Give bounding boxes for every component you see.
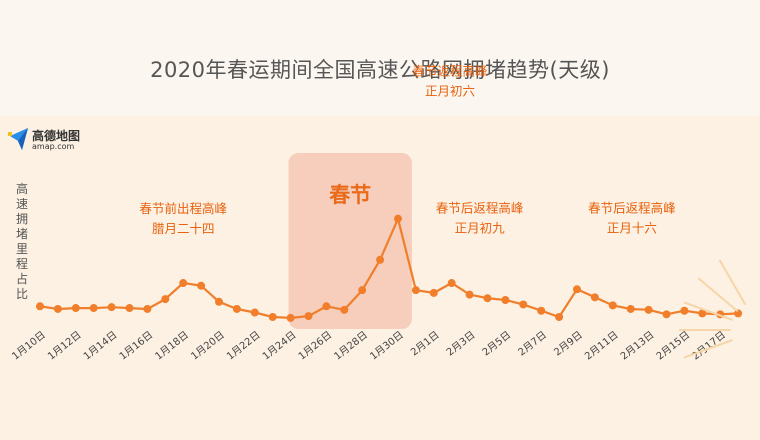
data-point <box>662 310 671 319</box>
data-point <box>340 305 349 314</box>
annotation-line2: 正月初六 <box>425 84 475 99</box>
x-tick-label: 1月30日 <box>368 329 406 363</box>
x-tick-label: 1月10日 <box>10 329 48 363</box>
annotation-line2: 正月初九 <box>455 221 506 236</box>
x-tick-label: 2月13日 <box>618 329 656 363</box>
data-point <box>394 214 402 223</box>
amap-logo-icon <box>8 128 28 150</box>
annotation-line1: 春节返程高峰 <box>412 64 488 79</box>
data-point <box>304 312 313 321</box>
x-tick-label: 2月11日 <box>582 329 620 363</box>
data-point <box>358 286 367 295</box>
data-point <box>429 288 438 297</box>
x-tick-label: 1月26日 <box>296 329 334 363</box>
data-point <box>644 305 653 314</box>
data-point <box>376 255 385 264</box>
data-point <box>179 279 188 288</box>
x-tick-label: 2月17日 <box>690 329 728 363</box>
data-point <box>447 279 456 288</box>
data-point <box>268 313 277 321</box>
data-point <box>53 304 62 313</box>
data-point <box>89 304 98 313</box>
data-point <box>608 301 617 310</box>
data-point <box>626 304 635 313</box>
data-point <box>215 297 223 306</box>
data-point <box>286 313 295 322</box>
spring-festival-shade <box>288 153 412 329</box>
x-tick-label: 1月18日 <box>153 329 191 363</box>
data-point <box>197 281 206 290</box>
x-tick-label: 1月12日 <box>45 329 83 363</box>
data-point <box>71 304 80 313</box>
firework-decoration <box>719 259 746 306</box>
data-point <box>143 304 152 313</box>
annotation-line2: 正月十六 <box>607 220 657 235</box>
data-point <box>501 296 510 305</box>
data-point <box>680 306 689 315</box>
spring-festival-label: 春节 <box>329 183 371 207</box>
x-tick-label: 1月24日 <box>260 329 298 363</box>
firework-decoration <box>697 277 739 312</box>
data-point <box>698 309 707 318</box>
logo-site: amap.com <box>32 142 75 151</box>
annotation-line1: 春节前出程高峰 <box>139 201 227 216</box>
x-tick-label: 2月5日 <box>480 329 513 359</box>
x-tick-label: 2月1日 <box>408 329 441 359</box>
data-point <box>483 294 492 303</box>
firework-decoration <box>683 301 733 321</box>
series-line <box>39 217 739 319</box>
x-tick-label: 2月9日 <box>552 329 585 359</box>
data-point <box>555 313 564 321</box>
x-tick-label: 2月7日 <box>516 329 549 359</box>
chart-title: 2020年春运期间全国高速公路网拥堵趋势(天级) <box>150 58 610 82</box>
data-point <box>250 308 259 317</box>
data-point <box>590 293 599 302</box>
data-point <box>734 309 743 318</box>
x-tick-label: 1月14日 <box>81 329 119 363</box>
x-tick-label: 1月20日 <box>189 329 227 363</box>
data-point <box>573 285 581 294</box>
data-point <box>161 295 170 304</box>
x-tick-label: 1月28日 <box>332 329 370 363</box>
data-point <box>537 306 546 315</box>
y-axis-label: 高速拥堵里程占比 <box>16 182 29 301</box>
data-point <box>465 290 474 299</box>
logo-name: 高德地图 <box>32 129 81 143</box>
data-point <box>125 304 134 313</box>
data-point <box>411 286 420 295</box>
data-point <box>519 300 528 309</box>
x-tick-label: 2月3日 <box>444 329 477 359</box>
data-point <box>36 302 44 311</box>
firework-decoration <box>683 339 733 359</box>
data-point <box>322 302 331 311</box>
x-tick-label: 1月16日 <box>117 329 155 363</box>
annotation-line1: 春节后返程高峰 <box>436 201 524 216</box>
annotation-line2: 腊月二十四 <box>152 221 215 236</box>
annotation-line1: 春节后返程高峰 <box>588 200 676 215</box>
x-tick-label: 1月22日 <box>224 329 262 363</box>
data-point <box>107 303 116 312</box>
data-point <box>232 304 241 313</box>
